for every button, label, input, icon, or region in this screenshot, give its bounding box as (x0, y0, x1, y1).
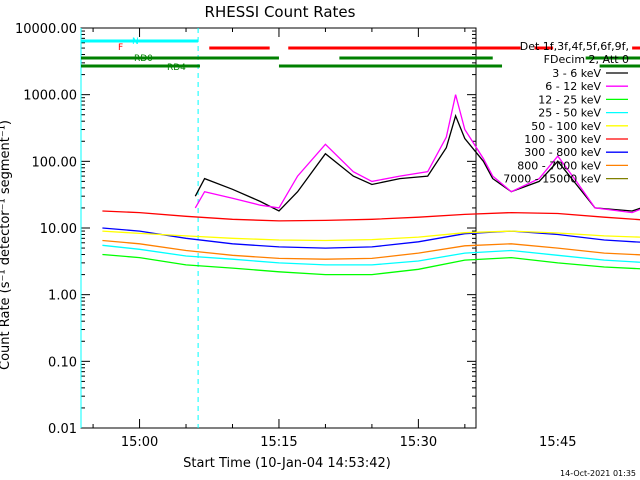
series-line-25-50-kev (102, 244, 640, 266)
series-line-50-100-kev (102, 230, 640, 242)
legend-label-50-100-kev: 50 - 100 keV (531, 120, 601, 133)
x-tick-label-15-00: 15:00 (121, 435, 158, 450)
flag-label-f: F (118, 43, 123, 53)
y-tick-label-100-00: 100.00 (32, 155, 78, 170)
legend-label-6-12-kev: 6 - 12 keV (545, 80, 601, 93)
y-tick-label-1-00: 1.00 (48, 289, 77, 304)
series-line-100-300-kev (102, 210, 640, 222)
flag-label-rd4: RD4 (167, 63, 186, 73)
x-axis-label: Start Time (10-Jan-04 14:53:42) (183, 456, 391, 471)
y-tick-label-10-00: 10.00 (40, 222, 77, 237)
y-tick-label-0-01: 0.01 (48, 422, 77, 437)
legend-label-12-25-kev: 12 - 25 keV (538, 93, 601, 106)
series-line-800-7000-kev (102, 239, 640, 260)
legend-label-800-7000-kev: 800 - 7000 keV (517, 159, 601, 172)
plot-area: 10000.00 1000.00 100.00 10.00 1.00 0.10 0.01 15… (15, 22, 640, 450)
legend-label-3-6-kev: 3 - 6 keV (552, 67, 601, 80)
x-tick-label-15-45: 15:45 (539, 435, 576, 450)
legend: Det 1f,3f,4f,5f,6f,9f, FDecim 2, Att 0 3… (503, 40, 629, 186)
legend-label-7000-15000-kev: 7000 - 15000 keV (503, 173, 601, 186)
y-tick-label-0-10: 0.10 (48, 355, 77, 370)
x-tick-label-15-15: 15:15 (260, 435, 297, 450)
series-line-12-25-kev (102, 253, 640, 276)
flag-label-n: N (132, 37, 139, 47)
legend-label-100-300-kev: 100 - 300 keV (524, 133, 601, 146)
legend-header-line-1: Det 1f,3f,4f,5f,6f,9f, (520, 40, 629, 53)
legend-label-25-50-kev: 25 - 50 keV (538, 107, 601, 120)
chart-title: RHESSI Count Rates (205, 3, 356, 21)
y-axis-label: Count Rate (s⁻¹ detector⁻¹ segment⁻¹) (0, 120, 13, 370)
y-tick-label-1000-00: 1000.00 (23, 89, 77, 104)
legend-header-line-2: FDecim 2, Att 0 (544, 53, 629, 66)
legend-label-300-800-kev: 300 - 800 keV (524, 146, 601, 159)
series-line-6-12-kev (194, 94, 640, 214)
x-tick-label-15-30: 15:30 (400, 435, 437, 450)
footer-timestamp: 14-Oct-2021 01:35 (560, 469, 636, 478)
flag-label-rd0: RD0 (134, 54, 153, 64)
y-tick-label-10000-00: 10000.00 (15, 22, 77, 37)
